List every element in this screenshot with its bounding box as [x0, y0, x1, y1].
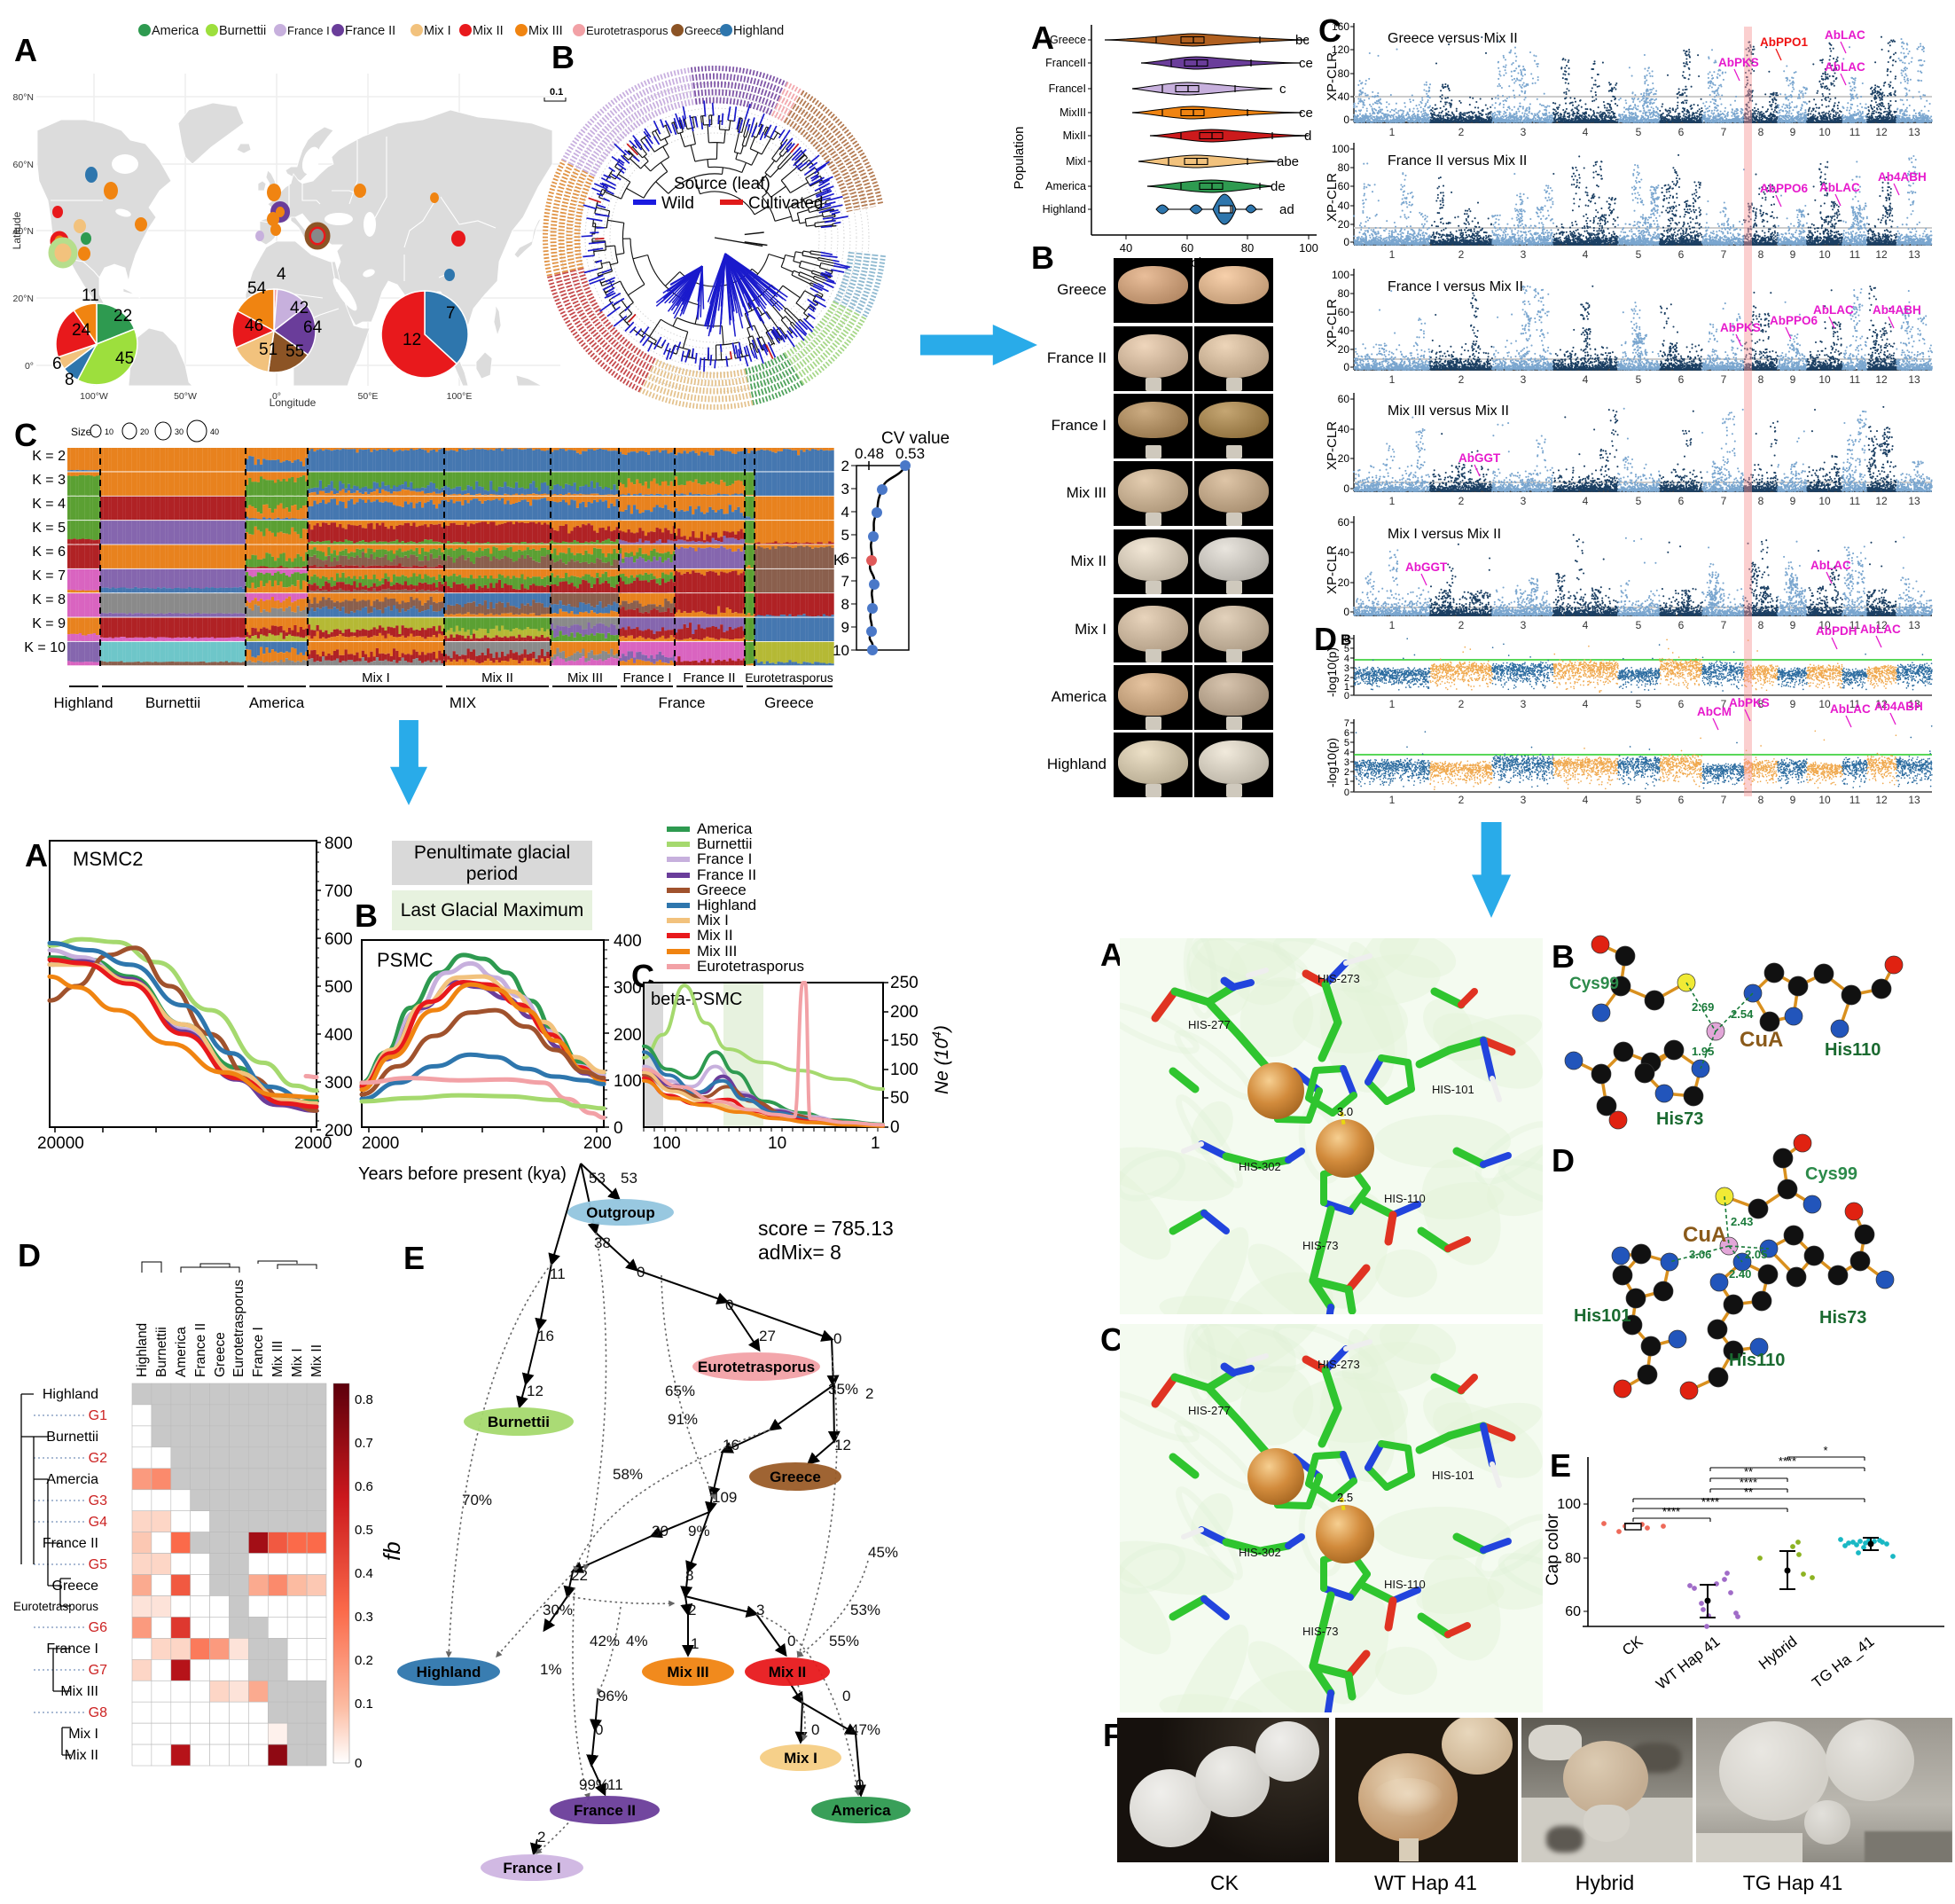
svg-text:20: 20 — [140, 427, 149, 436]
svg-text:K = 6: K = 6 — [32, 545, 66, 560]
svg-text:30: 30 — [175, 427, 184, 436]
svg-text:42: 42 — [290, 299, 309, 317]
svg-text:Burnettii: Burnettii — [219, 24, 266, 38]
svg-text:Mix II: Mix II — [473, 24, 504, 38]
svg-text:K = 7: K = 7 — [32, 568, 66, 584]
svg-text:0°: 0° — [272, 391, 281, 402]
svg-text:K = 2: K = 2 — [32, 449, 66, 464]
svg-text:20°N: 20°N — [13, 294, 34, 304]
svg-text:Greece: Greece — [684, 24, 723, 37]
svg-text:K = 5: K = 5 — [32, 521, 66, 536]
svg-text:80°N: 80°N — [13, 92, 34, 103]
svg-text:60°N: 60°N — [13, 160, 34, 170]
svg-text:France I: France I — [287, 24, 330, 37]
svg-text:46: 46 — [245, 317, 263, 335]
svg-text:40°N: 40°N — [13, 226, 34, 237]
svg-text:55: 55 — [285, 342, 304, 361]
svg-text:40: 40 — [210, 427, 219, 436]
svg-text:France II: France II — [345, 24, 395, 38]
svg-text:K = 4: K = 4 — [32, 497, 66, 512]
svg-text:50°W: 50°W — [174, 391, 197, 402]
svg-text:Longitude: Longitude — [270, 396, 317, 409]
svg-text:America: America — [152, 24, 199, 38]
svg-text:64: 64 — [303, 318, 323, 337]
svg-text:K = 8: K = 8 — [32, 592, 66, 607]
svg-text:Cultivated: Cultivated — [748, 194, 824, 213]
svg-text:100°E: 100°E — [447, 391, 473, 402]
svg-text:7: 7 — [446, 304, 456, 323]
svg-text:Latitude: Latitude — [11, 211, 23, 249]
svg-text:54: 54 — [247, 279, 267, 298]
svg-text:6: 6 — [52, 355, 62, 373]
svg-text:0°: 0° — [25, 361, 34, 372]
svg-text:12: 12 — [403, 331, 421, 349]
svg-text:8: 8 — [65, 371, 74, 389]
svg-text:Size: Size — [71, 426, 92, 438]
svg-text:Highland: Highland — [733, 24, 784, 38]
svg-text:K = 3: K = 3 — [32, 473, 66, 488]
svg-text:11: 11 — [82, 286, 99, 305]
svg-text:Mix III: Mix III — [528, 24, 563, 38]
svg-text:Mix I: Mix I — [424, 24, 451, 38]
svg-text:0.1: 0.1 — [550, 87, 563, 98]
svg-text:4: 4 — [277, 265, 286, 284]
svg-text:Source (leaf): Source (leaf) — [674, 175, 770, 193]
svg-text:K = 10: K = 10 — [24, 640, 66, 655]
svg-text:10: 10 — [105, 427, 113, 436]
svg-text:50°E: 50°E — [358, 391, 379, 402]
svg-text:22: 22 — [113, 307, 132, 325]
svg-text:Wild: Wild — [661, 194, 694, 213]
svg-text:51: 51 — [259, 341, 278, 359]
svg-text:Eurotetrasporus: Eurotetrasporus — [586, 24, 669, 37]
svg-text:45: 45 — [115, 349, 134, 368]
svg-text:K = 9: K = 9 — [32, 616, 66, 631]
svg-text:24: 24 — [72, 321, 91, 340]
svg-text:100°W: 100°W — [80, 391, 108, 402]
